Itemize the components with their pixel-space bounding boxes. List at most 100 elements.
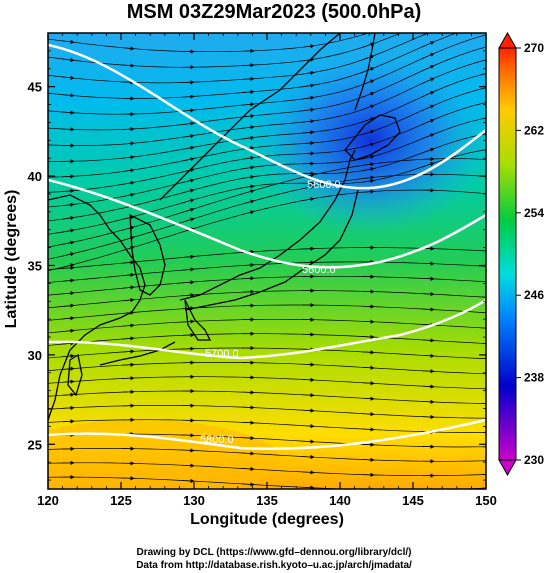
wind-arrow <box>361 189 375 194</box>
colorbar-tick-label: 270 <box>524 41 544 55</box>
wind-arrow <box>301 423 315 429</box>
wind-arrow <box>61 93 75 98</box>
temperature-field <box>48 33 486 489</box>
wind-arrow <box>421 353 435 358</box>
wind-arrow <box>241 435 255 441</box>
wind-arrow <box>181 178 195 184</box>
wind-arrow <box>121 215 135 220</box>
wind-arrow <box>421 118 435 125</box>
wind-arrow <box>61 75 75 80</box>
streamline <box>48 390 486 404</box>
wind-arrow <box>121 155 135 160</box>
wind-arrow <box>482 21 494 25</box>
coast-japan-honshu <box>179 149 356 301</box>
wind-arrow <box>481 296 486 298</box>
wind-arrow <box>181 217 195 223</box>
wind-arrow <box>421 133 435 140</box>
credit-data: Data from http://database.rish.kyoto–u.a… <box>136 560 412 571</box>
contour-label-3: 5700.0 <box>205 348 239 360</box>
wind-arrow <box>361 319 375 324</box>
wind-arrow <box>181 254 195 259</box>
wind-arrow <box>361 396 375 401</box>
wind-arrow <box>61 278 75 283</box>
wind-arrow <box>301 393 315 398</box>
wind-arrow <box>61 316 75 321</box>
wind-arrow <box>481 73 486 75</box>
wind-arrow <box>61 392 75 397</box>
wind-arrow <box>301 70 315 75</box>
wind-arrow <box>121 192 135 198</box>
wind-arrow <box>181 267 195 272</box>
wind-arrow <box>361 154 375 160</box>
streamline <box>48 87 486 178</box>
wind-arrow <box>241 451 255 456</box>
wind-arrow <box>121 141 135 146</box>
wind-arrow <box>241 405 255 410</box>
wind-arrow <box>481 192 486 195</box>
streamline <box>48 476 486 489</box>
contour-label-1: 5600.0 <box>307 179 341 191</box>
wind-arrow <box>61 328 75 333</box>
height-contours <box>48 43 486 451</box>
wind-arrow <box>61 127 75 132</box>
wind-arrow <box>301 197 315 202</box>
y-tick-label: 25 <box>28 437 42 452</box>
colorbar-body <box>498 47 517 461</box>
wind-arrow <box>121 260 135 265</box>
contour-label-2: 5600.0 <box>302 264 336 276</box>
x-tick-label: 135 <box>256 493 278 508</box>
wind-arrow <box>482 0 494 3</box>
streamline <box>48 33 458 99</box>
wind-arrow <box>241 420 255 425</box>
streamline <box>48 73 486 162</box>
contour-line-2 <box>48 178 486 269</box>
wind-arrow <box>121 46 135 51</box>
streamline <box>48 362 486 375</box>
contour-line-4 <box>48 418 486 451</box>
wind-arrow <box>301 95 315 100</box>
streamline <box>48 347 486 360</box>
wind-arrow <box>241 184 255 189</box>
wind-arrow <box>301 140 315 146</box>
streamline <box>48 158 486 248</box>
wind-arrow <box>421 162 435 168</box>
wind-arrow <box>241 189 255 195</box>
streamline <box>48 33 430 84</box>
x-tick-label: 145 <box>402 493 424 508</box>
wind-arrow <box>361 167 375 172</box>
streamline <box>48 333 486 346</box>
wind-arrow <box>361 334 375 340</box>
wind-arrow <box>61 110 75 115</box>
wind-arrow <box>301 44 315 49</box>
wind-arrow <box>301 362 315 367</box>
wind-arrow <box>121 225 135 231</box>
wind-arrow <box>361 104 375 111</box>
coast-hokkaido <box>344 114 401 161</box>
wind-arrow <box>361 162 375 167</box>
wind-arrow <box>181 168 195 173</box>
wind-arrow <box>361 92 375 98</box>
wind-arrow <box>181 188 195 194</box>
wind-arrow <box>481 87 486 90</box>
x-tick-label: 120 <box>37 493 59 508</box>
streamline <box>48 419 486 433</box>
wind-arrow <box>181 133 195 139</box>
wind-arrow <box>301 470 315 475</box>
wind-arrow <box>361 365 375 370</box>
wind-arrow <box>481 327 486 329</box>
contour-line-1 <box>48 43 486 190</box>
wind-arrow <box>61 405 75 411</box>
x-tick-label: 125 <box>110 493 132 508</box>
wind-arrow <box>242 499 254 500</box>
y-tick-label: 40 <box>28 169 42 184</box>
plot-title: MSM 03Z29Mar2023 (500.0hPa) <box>126 1 422 23</box>
colorbar-tick-label: 254 <box>524 206 544 220</box>
wind-arrow <box>241 175 255 180</box>
wind-arrow <box>121 63 135 68</box>
wind-arrow <box>121 362 135 367</box>
y-axis-label: Latitude (degrees) <box>3 189 20 329</box>
y-tick-label: 35 <box>28 258 42 273</box>
wind-arrow <box>121 349 135 354</box>
coast-ryukyu <box>99 341 176 366</box>
x-tick-label: 150 <box>475 493 497 508</box>
